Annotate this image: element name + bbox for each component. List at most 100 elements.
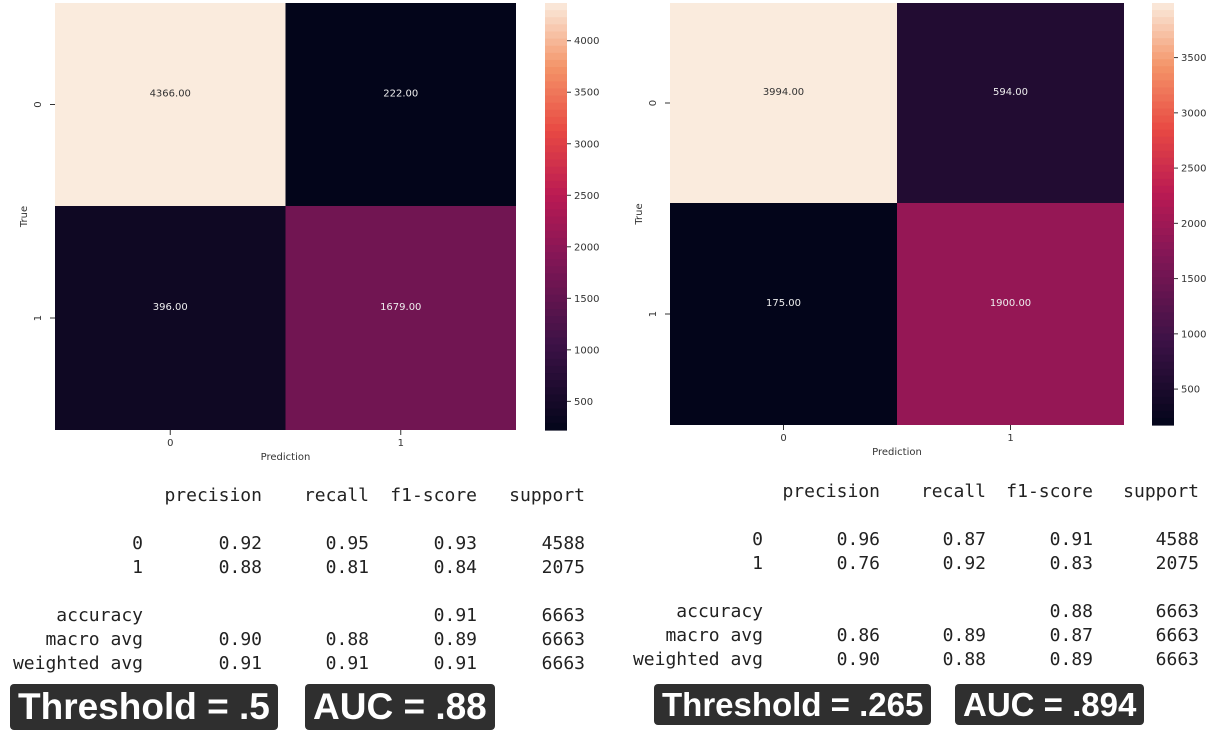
cell-label: 1900.00 <box>990 298 1031 309</box>
colorbar-segment <box>545 166 567 175</box>
colorbar-segment <box>1152 66 1174 74</box>
x-axis-label: Prediction <box>261 452 311 463</box>
colorbar-segment <box>545 180 567 189</box>
colorbar-segment <box>545 373 567 381</box>
colorbar-segment <box>1152 368 1174 377</box>
heatmap-cell <box>55 206 286 430</box>
colorbar-segment <box>1152 284 1174 292</box>
report-header: support <box>509 485 585 506</box>
colorbar-segment <box>545 337 567 346</box>
colorbar-segment <box>545 301 567 310</box>
colorbar-segment <box>1152 298 1174 307</box>
report-value: 0.87 <box>1049 625 1093 646</box>
left-panel: 4366.00 222.00 396.00 1679.00 0 1 Prediction 0 1… <box>0 3 600 731</box>
colorbar-segment <box>545 131 567 139</box>
colorbar-segment <box>1152 45 1174 53</box>
colorbar-segment <box>1152 256 1174 264</box>
colorbar-tick-label: 1500 <box>1181 274 1206 285</box>
report-row-label: weighted avg <box>12 653 143 674</box>
colorbar-segment <box>545 408 567 417</box>
colorbar-segment <box>1152 333 1174 342</box>
colorbar-segment <box>1152 157 1174 166</box>
colorbar-segment <box>545 259 567 267</box>
colorbar-segment <box>1152 3 1174 11</box>
report-value: 6663 <box>541 629 585 650</box>
colorbar-segment <box>1152 291 1174 299</box>
report-value: 0.89 <box>1049 649 1093 670</box>
y-tick-label: 1 <box>33 315 44 321</box>
x-tick-label: 1 <box>1007 433 1013 444</box>
colorbar-segment <box>1152 389 1174 398</box>
colorbar-segment <box>1152 375 1174 384</box>
colorbar-segment <box>545 237 567 246</box>
colorbar-segment <box>1152 122 1174 131</box>
colorbar-segment <box>1152 52 1174 60</box>
report-value: 0.89 <box>942 625 986 646</box>
heatmap-cell <box>670 203 897 425</box>
report-value: 0.91 <box>218 653 262 674</box>
auc-badge-right: AUC = .894 <box>955 684 1145 726</box>
report-value: 0.91 <box>433 605 477 626</box>
colorbar-segment <box>545 422 567 431</box>
colorbar-segment <box>1152 80 1174 88</box>
colorbar-segment <box>545 159 567 168</box>
colorbar-segment <box>1152 410 1174 419</box>
report-header: precision <box>164 485 262 506</box>
colorbar-segment <box>1152 178 1174 187</box>
colorbar-segment <box>545 17 567 25</box>
cell-label: 396.00 <box>153 302 188 313</box>
y-tick-label: 0 <box>33 101 44 107</box>
colorbar-segment <box>545 280 567 289</box>
y-axis-label: True <box>19 206 30 228</box>
colorbar-segment <box>1152 129 1174 138</box>
classification-report-left: precision recall f1-score support 0 0.92 0.95 0… <box>0 480 600 675</box>
colorbar-segment <box>1152 24 1174 32</box>
report-value: 6663 <box>1155 601 1199 622</box>
colorbar-segment <box>1152 305 1174 314</box>
colorbar-segment <box>545 173 567 182</box>
heatmap-cell <box>55 3 286 206</box>
colorbar-segment <box>545 138 567 146</box>
colorbar-tick-label: 2500 <box>1181 164 1206 175</box>
colorbar-tick-label: 1000 <box>1181 329 1206 340</box>
auc-badge-left: AUC = .88 <box>305 684 495 731</box>
report-value: 0.95 <box>325 533 369 554</box>
report-value: 0.83 <box>1049 553 1093 574</box>
colorbar-segment <box>545 123 567 132</box>
colorbar-segment <box>1152 249 1174 257</box>
colorbar-tick-label: 3000 <box>574 139 599 150</box>
colorbar-segment <box>545 188 567 196</box>
heatmap-cell <box>285 206 516 430</box>
colorbar-segment <box>1152 199 1174 208</box>
report-value: 0.91 <box>325 653 369 674</box>
colorbar-segment <box>545 309 567 317</box>
report-value: 0.89 <box>433 629 477 650</box>
colorbar-segment <box>1152 59 1174 67</box>
colorbar-segment <box>1152 164 1174 173</box>
colorbar-tick-label: 2000 <box>1181 219 1206 230</box>
colorbar-segment <box>1152 150 1174 159</box>
colorbar-segment <box>1152 347 1174 356</box>
report-value: 0.76 <box>836 553 880 574</box>
report-value: 0.92 <box>218 533 262 554</box>
colorbar-segment <box>1152 192 1174 201</box>
colorbar-segment <box>545 266 567 275</box>
report-value: 0.91 <box>433 653 477 674</box>
colorbar-segment <box>545 145 567 154</box>
colorbar-segment <box>1152 417 1174 426</box>
colorbar-segment <box>545 323 567 331</box>
colorbar-segment <box>1152 396 1174 405</box>
cell-label: 594.00 <box>993 87 1028 98</box>
colorbar-segment <box>545 401 567 410</box>
report-value: 0.96 <box>836 529 880 550</box>
colorbar-segment <box>545 216 567 225</box>
colorbar-segment <box>1152 221 1174 229</box>
report-row-label: 0 <box>752 529 763 550</box>
colorbar-segment <box>545 330 567 339</box>
report-row-label: weighted avg <box>632 649 763 670</box>
colorbar-segment <box>545 3 567 11</box>
colorbar-segment <box>545 10 567 18</box>
colorbar-segment <box>545 202 567 210</box>
report-value: 4588 <box>541 533 585 554</box>
colorbar-segment <box>545 344 567 353</box>
